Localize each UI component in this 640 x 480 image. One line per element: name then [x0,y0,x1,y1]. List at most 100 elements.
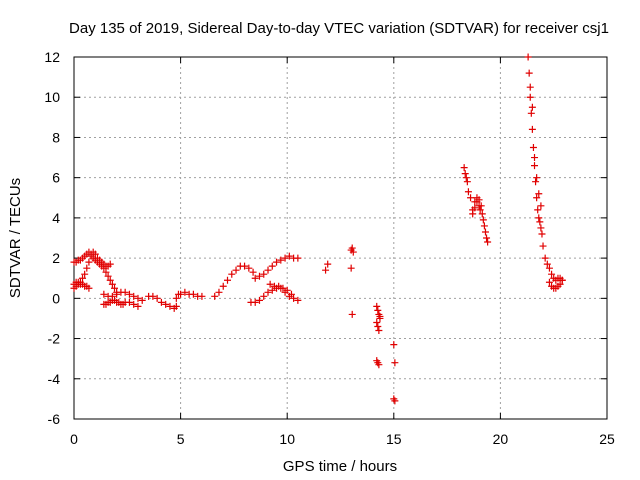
data-point [108,280,116,288]
data-point [273,258,281,266]
data-point [525,69,533,77]
series-curve-a-early [70,248,121,296]
data-point [524,53,532,61]
x-tick-label: 20 [493,431,509,447]
data-point [533,174,541,182]
data-point [535,214,543,222]
data-point [528,103,536,111]
data-point [348,244,356,252]
y-tick-label: 4 [52,210,60,226]
data-point [232,266,240,274]
data-point [177,290,185,298]
data-point [172,302,180,310]
data-point [391,359,399,367]
data-points [70,53,566,405]
data-point [467,194,475,202]
data-point [483,234,491,242]
data-point [245,264,253,272]
data-point [215,288,223,296]
data-point [87,252,95,260]
data-point [528,125,536,133]
data-point [373,302,381,310]
data-point [390,341,398,349]
data-point [373,357,381,365]
data-point [290,294,298,302]
data-point [531,154,539,162]
data-point [478,210,486,218]
data-point [281,254,289,262]
data-point [527,109,535,117]
y-tick-label: 0 [52,290,60,306]
y-tick-label: -2 [48,331,61,347]
data-point [464,188,472,196]
x-tick-label: 5 [177,431,185,447]
series-curve-18h-b [469,198,484,218]
data-point [558,276,566,284]
data-point [375,327,383,335]
data-point [537,224,545,232]
data-point [162,300,170,308]
data-point [211,292,219,300]
data-point [125,298,133,306]
chart-title: Day 135 of 2019, Sidereal Day-to-day VTE… [69,20,609,37]
axis-ticks: 0 5 10 15 20 25 -6 -4 -2 0 2 4 6 8 10 12 [44,49,615,447]
data-point [375,361,383,369]
data-point [347,264,355,272]
grid-lines [74,57,607,419]
series-curve-mid-2 [172,288,206,302]
data-point [268,262,276,270]
data-point [79,274,87,282]
data-point [149,292,157,300]
data-point [260,292,268,300]
data-point [134,294,142,302]
data-point [537,202,545,210]
data-point [134,302,142,310]
data-point [100,290,108,298]
data-point [462,174,470,182]
data-point [533,194,541,202]
data-point [556,280,564,288]
data-point [287,290,295,298]
data-point [376,312,384,320]
data-point [536,218,544,226]
data-point [189,290,197,298]
data-point [268,286,276,294]
series-curve-21h [524,53,566,284]
data-point [83,264,91,272]
data-point [255,296,263,304]
data-point [111,284,119,292]
data-point [198,292,206,300]
data-point [251,274,259,282]
x-axis-label: GPS time / hours [283,458,397,475]
y-axis-label: SDTVAR / TECUs [7,178,24,298]
data-point [373,318,381,326]
data-point [538,230,546,238]
data-point [283,286,291,294]
data-point [532,178,540,186]
data-point [251,298,259,306]
data-point [91,250,99,258]
data-point [241,262,249,270]
data-point [529,144,537,151]
series-curve-e-early [100,296,142,310]
series-points-13h [347,244,357,318]
data-point [541,254,549,262]
data-point [324,260,332,268]
data-point [471,204,479,212]
data-point [461,170,469,178]
data-point [545,278,553,286]
series-curve-21h-b [526,83,545,210]
data-point [460,164,468,172]
series-points-14h [373,302,384,369]
data-point [348,310,356,318]
data-point [391,397,399,405]
y-tick-label: 12 [44,49,60,65]
series-curve-b-early [70,248,114,292]
y-tick-label: 6 [52,170,60,186]
data-point [121,288,129,296]
data-point [125,290,133,298]
series-curve-low-2 [266,280,295,298]
data-point [181,288,189,296]
plot-frame [73,56,608,420]
data-point [545,264,553,272]
